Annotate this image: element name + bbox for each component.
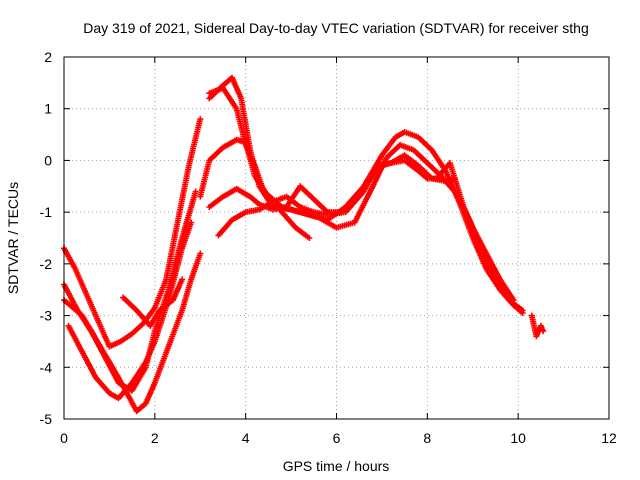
x-tick-label: 0	[60, 430, 68, 446]
data-point-markers	[215, 152, 458, 239]
series-pass-4	[65, 219, 195, 402]
y-tick-label: 2	[44, 49, 52, 65]
x-axis-label: GPS time / hours	[283, 458, 390, 474]
y-tick-label: -4	[40, 359, 53, 375]
data-point-markers	[65, 219, 195, 402]
series-pass-11	[528, 312, 547, 340]
x-tick-label: 2	[151, 430, 159, 446]
y-tick-label: -5	[40, 411, 53, 427]
data-marks	[61, 74, 547, 415]
y-tick-label: -1	[40, 204, 53, 220]
x-tick-label: 8	[423, 430, 431, 446]
y-tick-label: 1	[44, 101, 52, 117]
data-point-markers	[528, 312, 547, 340]
data-point-markers	[120, 276, 186, 329]
y-tick-label: -2	[40, 256, 53, 272]
axis-ticks	[63, 56, 610, 420]
data-point-markers	[197, 136, 313, 241]
y-tick-label: -3	[40, 308, 53, 324]
series-pass-8	[197, 136, 313, 241]
series-pass-10	[215, 152, 458, 239]
series-pass-5	[120, 276, 186, 329]
x-tick-label: 10	[510, 430, 526, 446]
chart-title: Day 319 of 2021, Sidereal Day-to-day VTE…	[83, 20, 589, 36]
x-tick-label: 4	[242, 430, 250, 446]
x-tick-label: 12	[601, 430, 617, 446]
y-tick-label: 0	[44, 152, 52, 168]
x-tick-label: 6	[333, 430, 341, 446]
y-axis-label: SDTVAR / TECUs	[5, 182, 21, 294]
